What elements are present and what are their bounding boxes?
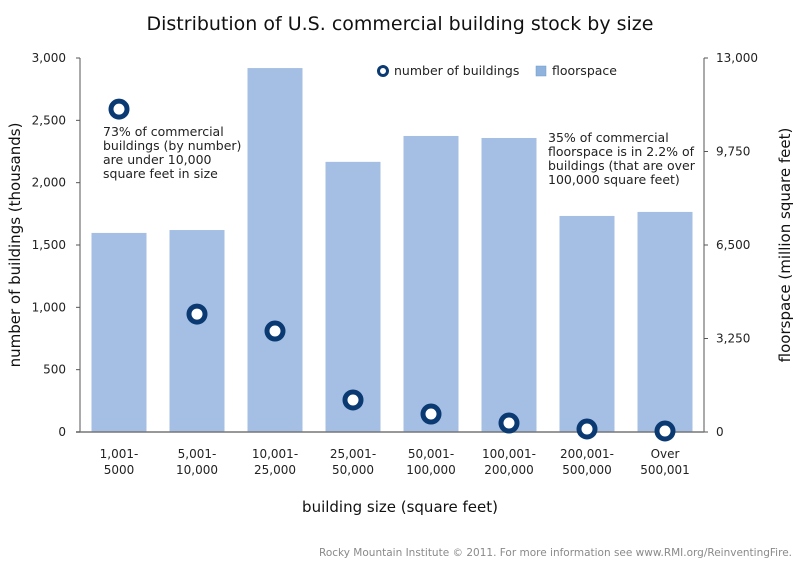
buildings-point [186,303,208,325]
y-tick-label: 1,000 [32,300,66,314]
legend-floorspace-swatch [535,65,547,77]
floorspace-bar [169,230,225,432]
chart-title: Distribution of U.S. commercial building… [147,13,654,35]
buildings-point [108,98,130,120]
buildings-point [420,403,442,425]
x-tick-label: 100,001-200,000 [482,447,536,477]
floorspace-bar [91,232,147,432]
buildings-point [264,320,286,342]
x-tick-label: Over 500,001 [640,447,690,477]
y2-tick-label: 13,000 [716,51,758,65]
y-axis-label: number of buildings (thousands) [6,123,24,368]
x-tick-label: 10,001-25,000 [252,447,298,477]
floorspace-bar [325,161,381,432]
buildings-point [576,418,598,440]
annotation-text: 73% of commercial buildings (by number) ar… [103,124,241,181]
buildings-point [654,420,676,442]
x-tick-label: 200,001-500,000 [560,447,614,477]
buildings-point [342,389,364,411]
x-tick-label: 1,001-5000 [100,447,139,477]
annotation-text: 35% of commercial floorspace is in 2.2% o… [548,130,696,187]
annotation-background [542,128,702,194]
x-tick-label: 5,001-10,000 [176,447,218,477]
legend-buildings-marker [377,65,389,77]
floorspace-bar [559,215,615,432]
buildings-point [498,412,520,434]
y2-tick-label: 0 [716,425,724,439]
y-tick-label: 500 [43,363,66,377]
y-tick-label: 0 [58,425,66,439]
y-tick-label: 2,500 [32,113,66,127]
y-tick-label: 2,000 [32,176,66,190]
legend-floorspace-label: floorspace [552,63,617,78]
y-tick-label: 1,500 [32,238,66,252]
floorspace-bar [481,137,537,432]
x-tick-label: 25,001-50,000 [330,447,376,477]
y2-tick-label: 9,750 [716,145,750,159]
x-tick-label: 50,001-100,000 [406,447,456,477]
footer-credit: Rocky Mountain Institute © 2011. For mor… [319,547,792,559]
floorspace-bar [637,211,693,432]
floorspace-bar [403,135,459,433]
y2-tick-label: 6,500 [716,238,750,252]
x-axis-label: building size (square feet) [302,498,498,516]
y2-tick-label: 3,250 [716,332,750,346]
floorspace-bar [247,68,303,433]
y2-axis-label: floorspace (million square feet) [776,128,794,363]
legend-buildings-label: number of buildings [394,63,519,78]
y-tick-label: 3,000 [32,51,66,65]
